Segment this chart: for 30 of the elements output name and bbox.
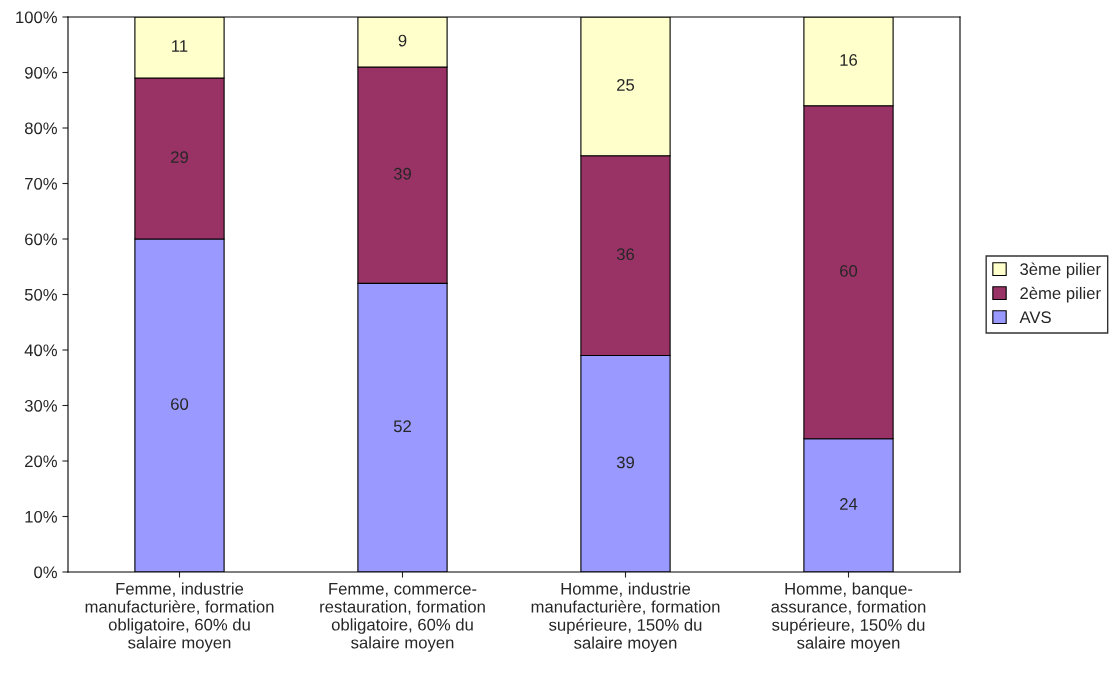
y-tick-label: 0% <box>34 566 57 579</box>
y-tick-label: 90% <box>25 66 57 79</box>
data-label: 29 <box>171 151 188 163</box>
data-label: 39 <box>616 456 634 469</box>
x-tick-label: Homme, banque- assurance, formation supérieure, 150% du salaire moyen <box>771 582 926 653</box>
x-tick-label: Homme, industrie manufacturière, formation supérieure, 150% du salaire moyen <box>531 582 720 653</box>
data-label: 52 <box>393 420 411 433</box>
data-label: 16 <box>840 54 858 66</box>
legend-label: AVS <box>1019 311 1051 324</box>
data-label: 9 <box>398 34 407 47</box>
y-tick-label: 80% <box>24 122 57 135</box>
y-tick-label: 10% <box>25 510 57 523</box>
x-tick-label: Femme, commerce- restauration, formation obligatoire, 60% du salaire moyen <box>320 583 485 652</box>
data-label: 25 <box>617 79 635 91</box>
data-label: 36 <box>616 248 635 261</box>
data-label: 39 <box>393 167 411 180</box>
data-label: 60 <box>171 398 189 410</box>
data-label: 60 <box>840 264 858 277</box>
x-tick-label: Femme, industrie manufacturière, formation obligatoire, 60% du salaire moyen <box>85 582 274 652</box>
y-tick-label: 40% <box>24 344 57 357</box>
y-tick-label: 30% <box>24 399 57 412</box>
y-tick-label: 20% <box>25 455 57 468</box>
y-tick-label: 60% <box>25 233 57 246</box>
y-tick-label: 70% <box>25 177 57 190</box>
y-tick-label: 100% <box>16 11 57 24</box>
data-label: 24 <box>840 498 858 510</box>
legend-label: 3ème pilier <box>1020 262 1101 279</box>
y-tick-label: 50% <box>24 288 57 301</box>
data-label: 11 <box>172 40 188 52</box>
legend-label: 2ème pilier <box>1020 286 1101 303</box>
